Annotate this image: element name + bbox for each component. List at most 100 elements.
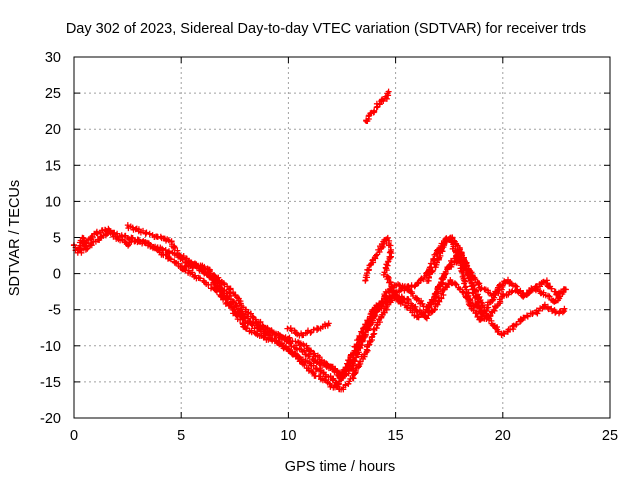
data-point [297, 340, 301, 344]
data-point [212, 272, 215, 275]
data-point [437, 257, 440, 261]
data-point [514, 286, 517, 290]
data-point [351, 366, 354, 369]
data-point [381, 243, 384, 246]
data-point [362, 326, 365, 329]
data-point [180, 257, 183, 261]
data-point [308, 369, 312, 373]
data-point [390, 250, 393, 254]
data-point [126, 243, 129, 246]
data-point [222, 290, 226, 293]
data-point [443, 239, 447, 243]
data-point [104, 229, 108, 232]
data-point [233, 294, 236, 297]
data-point [398, 301, 402, 304]
data-point [555, 294, 558, 297]
data-point [137, 239, 140, 243]
data-point [340, 387, 344, 391]
data-point [100, 236, 104, 239]
data-point [244, 308, 247, 311]
y-tick-label: -15 [40, 375, 61, 391]
y-tick-label: 30 [45, 50, 61, 66]
data-point [475, 301, 479, 304]
data-point [287, 340, 290, 344]
data-point [448, 279, 451, 283]
data-point [563, 286, 567, 290]
data-point [450, 236, 453, 239]
data-point [340, 377, 344, 380]
data-point [158, 236, 161, 239]
data-point [469, 279, 472, 283]
data-point [488, 301, 492, 304]
y-tick-label: -10 [40, 339, 61, 355]
data-point [255, 333, 258, 337]
data-point [169, 250, 172, 254]
data-point [426, 308, 429, 311]
data-point [233, 312, 236, 315]
series-track-g [363, 88, 392, 124]
data-point [505, 279, 509, 283]
y-tick-label: 5 [53, 231, 61, 247]
data-point [377, 250, 380, 254]
series-track-b [77, 226, 568, 393]
data-point [544, 279, 547, 283]
series-track-f [424, 234, 569, 320]
data-point [255, 319, 258, 322]
data-point [372, 330, 376, 333]
data-point [544, 294, 547, 297]
x-axis-label: GPS time / hours [285, 459, 395, 475]
data-point [469, 301, 472, 304]
data-point [364, 279, 367, 283]
x-tick-label: 5 [177, 428, 185, 444]
data-point [426, 315, 429, 319]
data-point [368, 113, 372, 116]
data-point [405, 304, 408, 308]
y-tick-label: 20 [45, 122, 61, 138]
data-point [169, 257, 172, 261]
data-point [381, 99, 384, 102]
data-point [456, 243, 459, 246]
y-tick-label: 25 [45, 86, 61, 102]
data-point [351, 377, 354, 380]
data-point [255, 326, 258, 329]
series-track-e [362, 234, 404, 307]
data-point [85, 239, 89, 243]
y-tick-label: 15 [45, 158, 61, 174]
data-point [383, 294, 387, 297]
series-markers [77, 226, 568, 393]
data-point [137, 229, 140, 232]
data-point [523, 315, 526, 319]
data-point [372, 109, 376, 113]
data-point [297, 359, 301, 362]
series-track-h [284, 320, 332, 339]
data-point [147, 243, 151, 246]
data-point [497, 286, 500, 290]
data-point [327, 322, 331, 326]
data-point [212, 286, 215, 290]
data-point [394, 294, 397, 297]
x-tick-label: 10 [280, 428, 296, 444]
data-point [512, 326, 515, 329]
data-point [383, 308, 387, 311]
x-tick-label: 20 [495, 428, 511, 444]
data-point [319, 377, 322, 380]
data-point [415, 315, 419, 319]
data-point [308, 348, 312, 351]
data-point [362, 355, 365, 358]
data-point [490, 322, 494, 326]
data-point [405, 286, 408, 290]
data-point [387, 91, 391, 95]
data-point [437, 286, 440, 290]
x-tick-label: 0 [70, 428, 78, 444]
data-point [458, 286, 462, 290]
data-point [394, 283, 397, 286]
data-point [330, 384, 333, 387]
data-point [458, 257, 462, 261]
data-point [276, 333, 279, 337]
data-point [319, 326, 322, 329]
data-point [372, 315, 376, 319]
data-point [158, 250, 161, 254]
data-point [377, 102, 380, 106]
data-point [480, 286, 483, 290]
